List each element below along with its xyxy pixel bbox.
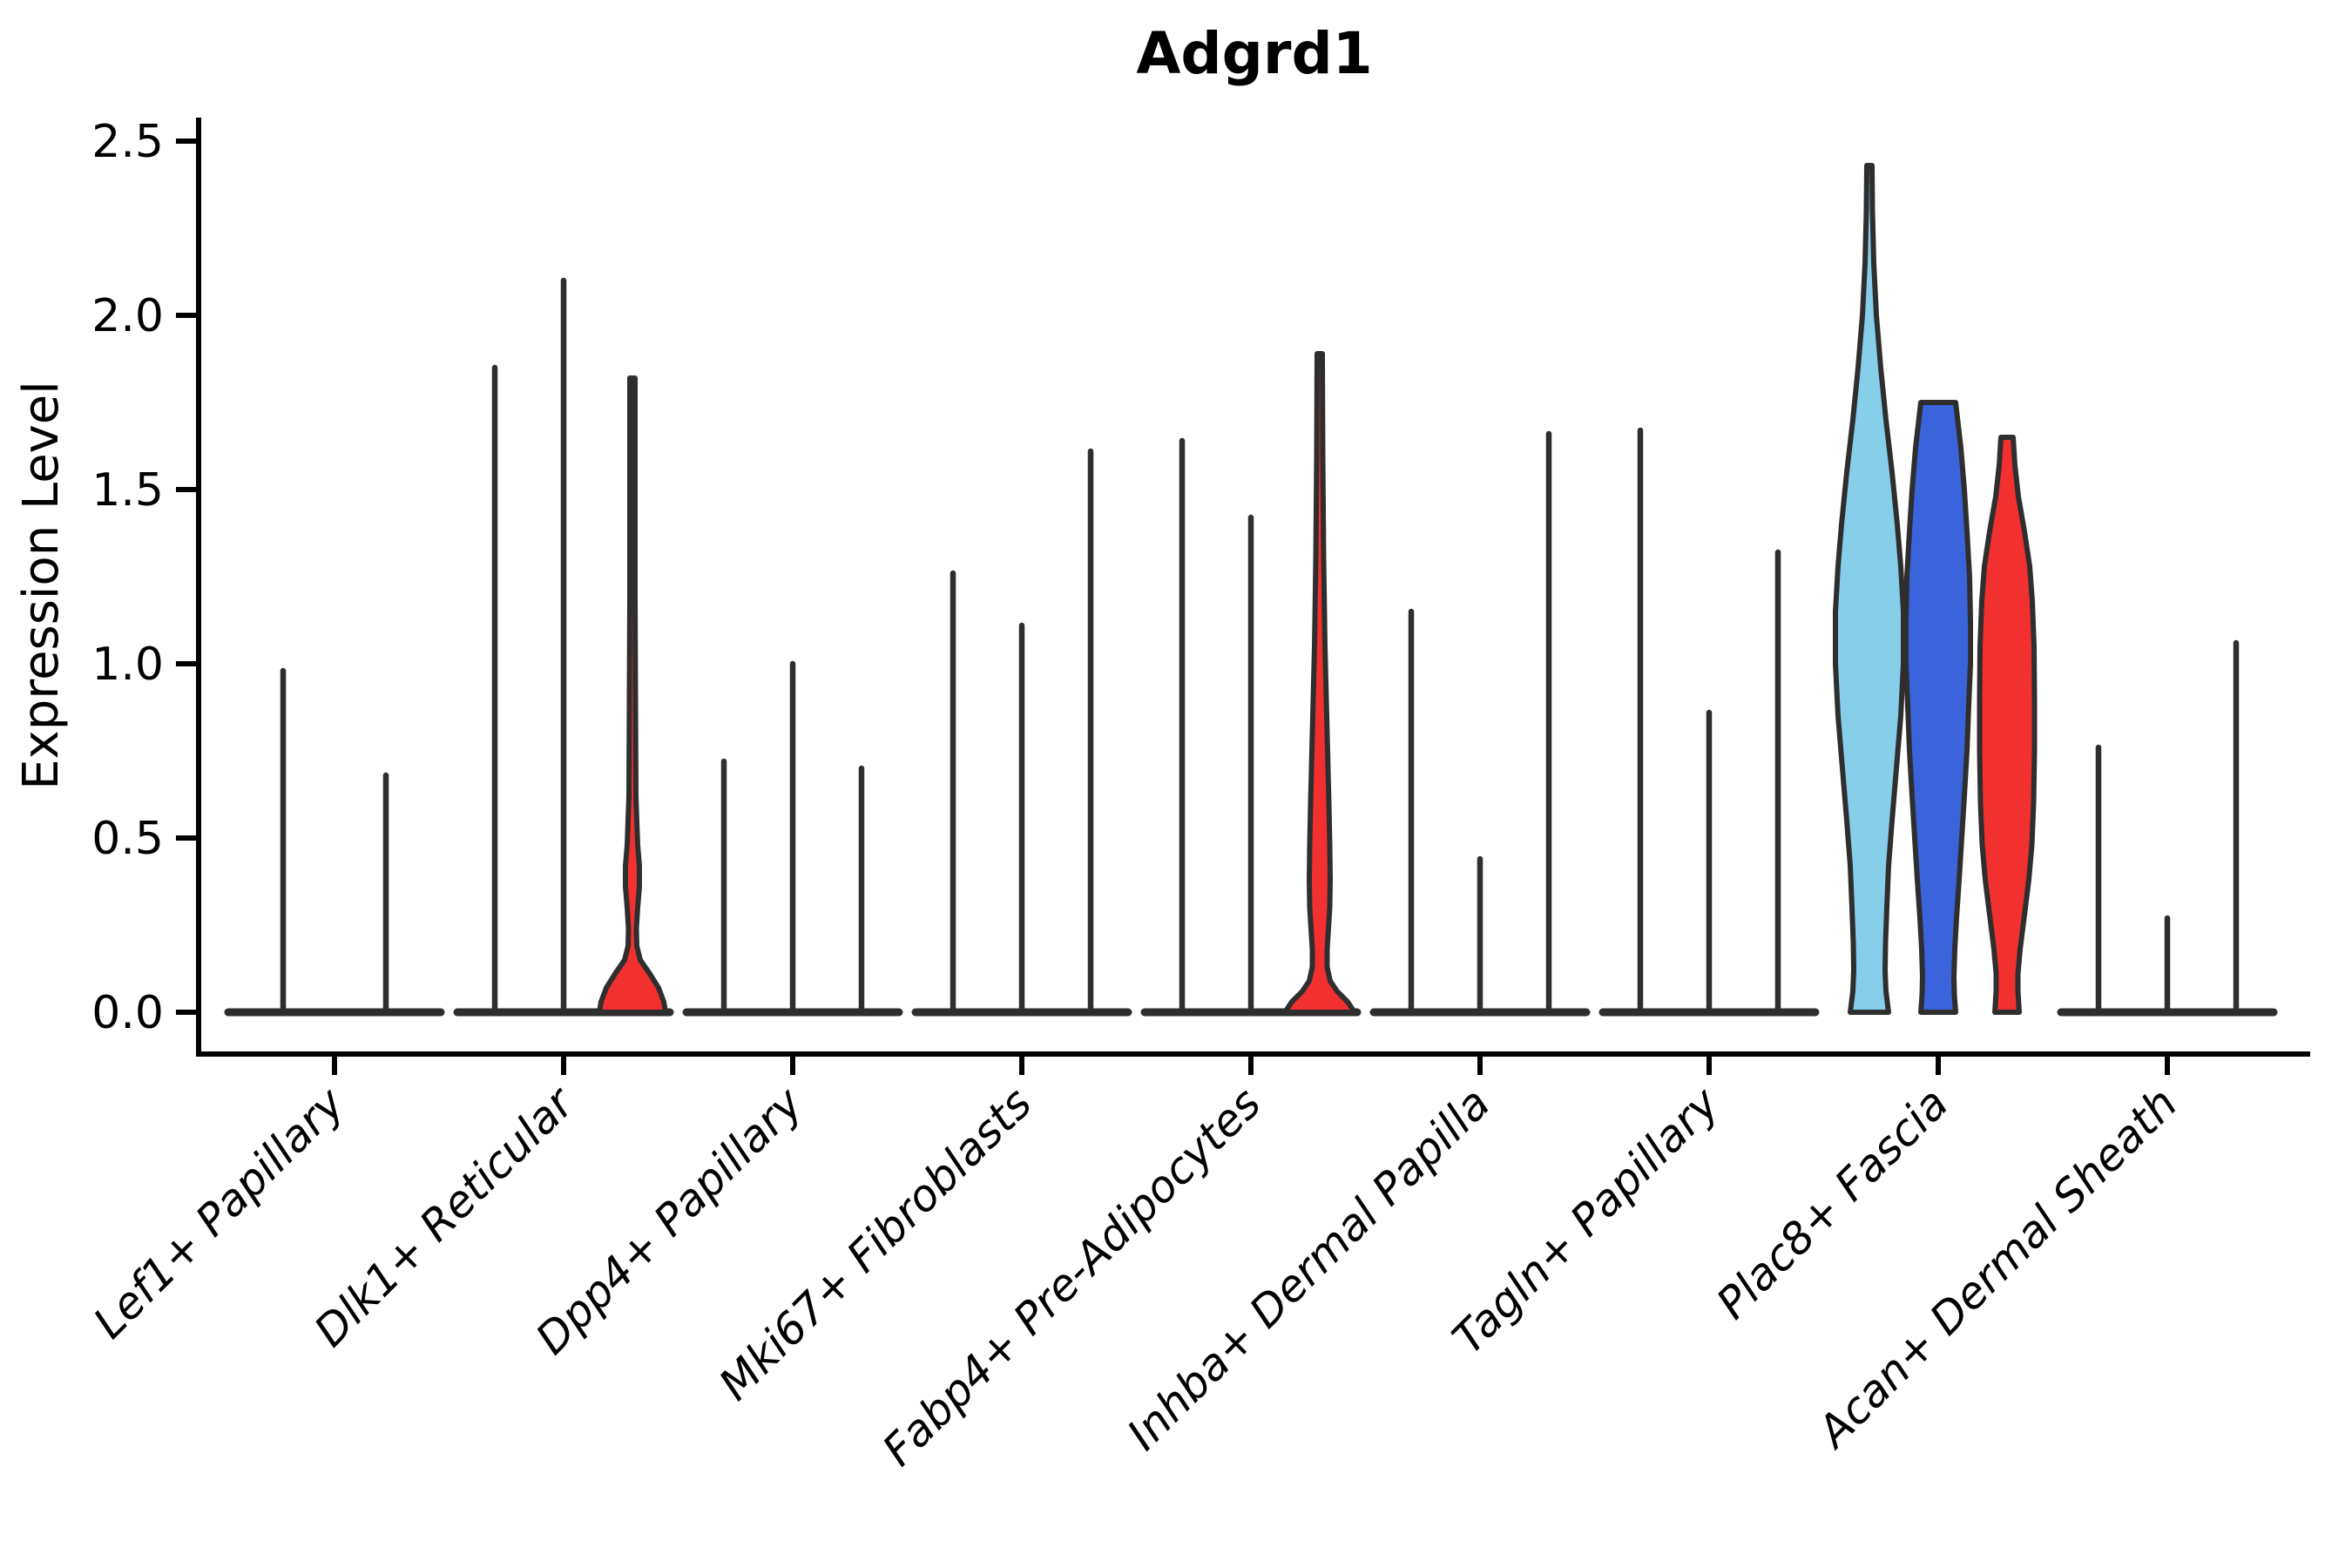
violin-shape — [1833, 163, 1906, 1015]
violin-shape — [597, 375, 668, 1015]
y-tick-label: 2.5 — [91, 116, 164, 168]
chart-title: Adgrd1 — [1136, 20, 1372, 87]
y-axis-label: Expression Level — [13, 381, 70, 790]
x-tick-label: Plac8+ Fascia — [1707, 1078, 1958, 1328]
y-tick-label: 0.0 — [91, 987, 164, 1039]
y-tick-label: 1.5 — [91, 464, 164, 517]
x-tick-label: Inhba+ Dermal Papilla — [1118, 1078, 1499, 1459]
violin-shape — [1977, 435, 2038, 1015]
violin-shape — [1903, 400, 1973, 1015]
x-tick-label: Fabp4+ Pre-Adipocytes — [873, 1078, 1271, 1476]
y-tick-label: 1.0 — [91, 639, 164, 691]
violin-shape — [1282, 351, 1357, 1015]
violin-layer — [224, 163, 2278, 1017]
y-tick-label: 2.0 — [91, 290, 164, 342]
x-tick-label: Acan+ Dermal Sheath — [1807, 1078, 2187, 1458]
x-tick-label: Lef1+ Papillary — [84, 1077, 355, 1348]
y-tick-label: 0.5 — [91, 813, 164, 865]
